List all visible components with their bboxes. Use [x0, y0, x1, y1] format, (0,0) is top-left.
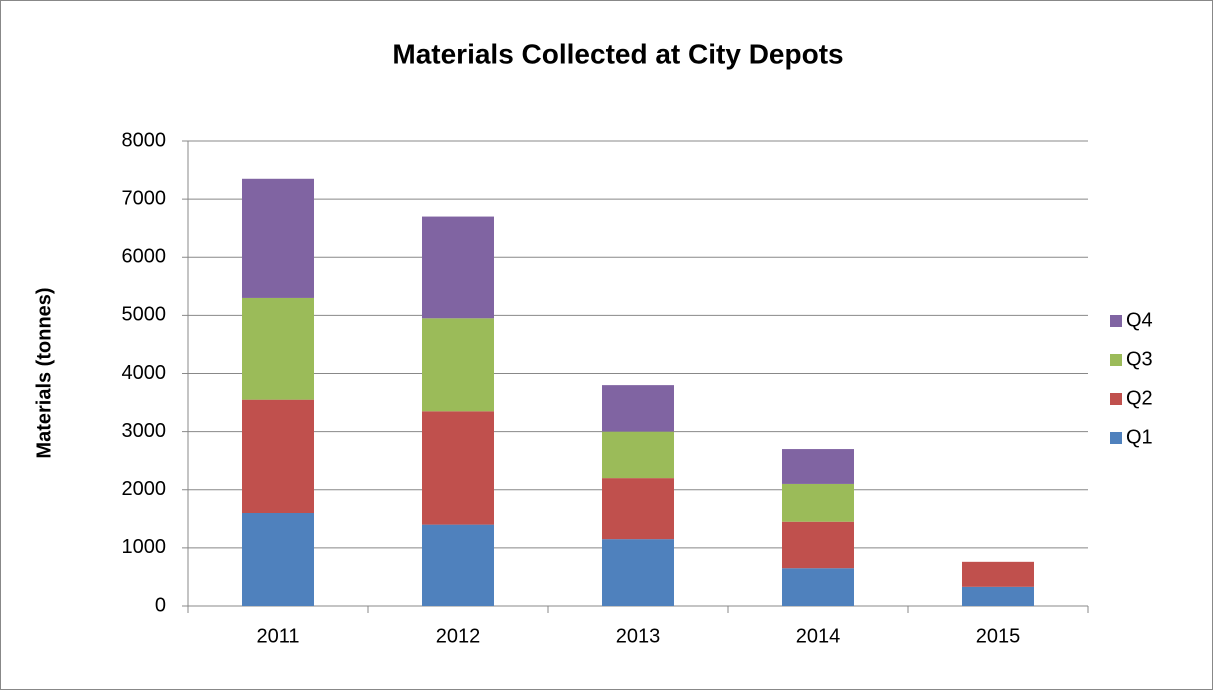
chart-title: Materials Collected at City Depots: [392, 38, 843, 69]
bar-segment: [242, 297, 314, 400]
bar-segment: [602, 539, 674, 606]
legend-label: Q3: [1126, 348, 1153, 370]
x-tick-label: 2014: [796, 625, 841, 647]
bar-segment: [242, 399, 314, 513]
y-tick-label: 5000: [122, 304, 167, 326]
legend-label: Q2: [1126, 387, 1153, 409]
y-tick-label: 2000: [122, 478, 167, 500]
bar-segment: [782, 568, 854, 606]
y-tick-label: 8000: [122, 129, 167, 151]
bar-segment: [242, 178, 314, 298]
bar-segment: [422, 524, 494, 606]
bar-segment: [422, 318, 494, 412]
y-tick-label: 1000: [122, 536, 167, 558]
x-tick-label: 2015: [976, 625, 1021, 647]
legend-swatch: [1110, 432, 1122, 444]
y-tick-label: 6000: [122, 246, 167, 268]
legend-label: Q1: [1126, 426, 1153, 448]
bar-segment: [242, 513, 314, 606]
legend-swatch: [1110, 354, 1122, 366]
bar-segment: [602, 385, 674, 432]
bar-segment: [962, 561, 1034, 587]
bar-segment: [602, 478, 674, 540]
legend-swatch: [1110, 393, 1122, 405]
legend-label: Q4: [1126, 309, 1153, 331]
bar-segment: [782, 483, 854, 522]
bar-segment: [422, 216, 494, 319]
bar-segment: [962, 586, 1034, 606]
bar-segment: [602, 431, 674, 479]
bar-segment: [782, 449, 854, 484]
y-tick-label: 3000: [122, 420, 167, 442]
bar-segment: [782, 521, 854, 569]
y-tick-label: 7000: [122, 187, 167, 209]
x-tick-label: 2011: [256, 625, 299, 647]
y-tick-label: 4000: [122, 362, 167, 384]
bar-segment: [422, 411, 494, 525]
y-axis-label: Materials (tonnes): [33, 287, 55, 458]
y-tick-label: 0: [155, 594, 166, 616]
legend-swatch: [1110, 315, 1122, 327]
x-tick-label: 2012: [436, 625, 481, 647]
x-tick-label: 2013: [616, 625, 661, 647]
